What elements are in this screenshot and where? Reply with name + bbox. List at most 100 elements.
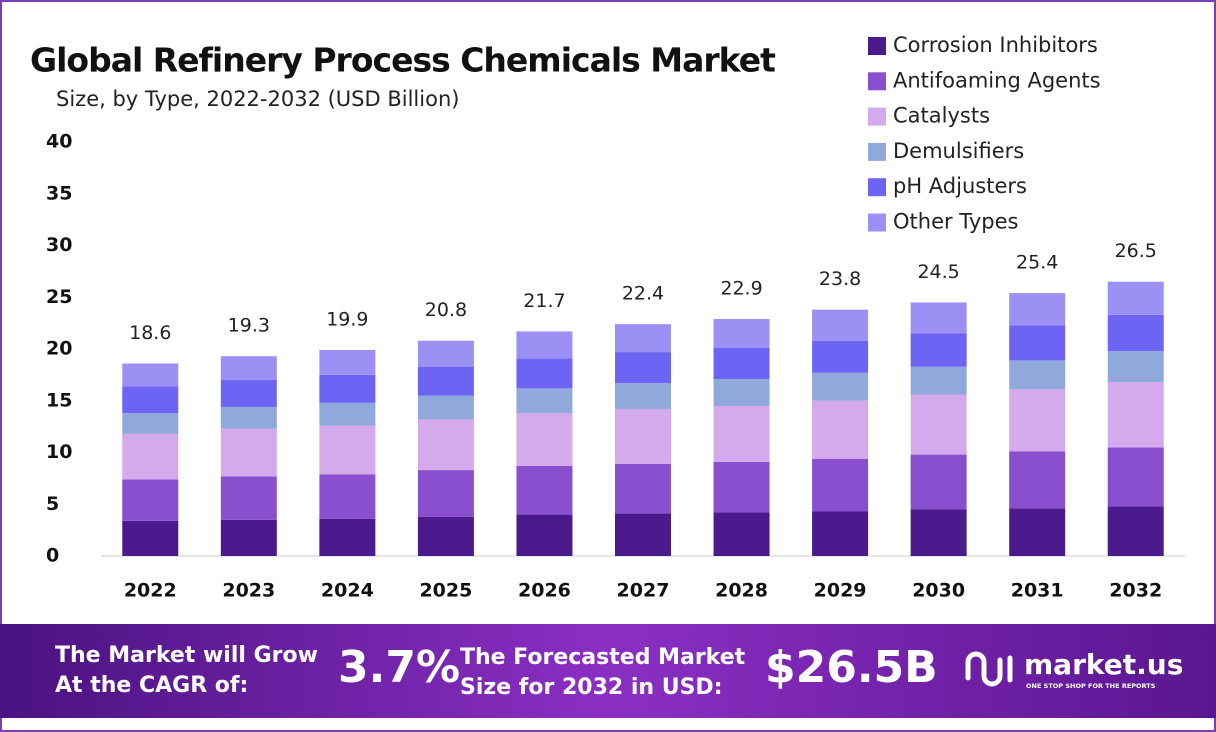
bar-segment [516,331,573,359]
forecast-text: The Forecasted Market [460,645,746,670]
bar-segment [122,363,179,387]
bar-segment [417,419,474,471]
legend-label: pH Adjusters [893,174,1027,198]
bar-segment [319,425,376,475]
x-tick-label: 2027 [617,580,670,602]
chart-subtitle: Size, by Type, 2022-2032 (USD Billion) [56,87,459,111]
y-tick-label: 25 [46,286,72,308]
bar-segment [1009,508,1066,556]
legend-label: Antifoaming Agents [893,68,1101,92]
bar-segment [319,518,376,556]
total-label: 19.3 [228,315,270,337]
bar-segment [910,302,967,334]
y-tick-label: 10 [46,441,72,463]
x-tick-label: 2023 [222,580,275,602]
bar-segment [220,428,277,477]
brand-logo [965,651,1013,687]
bar-segment [910,394,967,455]
bar-segment [220,406,277,429]
total-label: 22.4 [622,283,664,305]
bar-segment [1107,351,1164,383]
bar-segment [220,380,277,407]
legend-label: Other Types [893,210,1018,234]
bar-segment [615,463,671,514]
bar-segment [713,512,770,556]
bar-segment [319,474,376,519]
bar-segment [1009,293,1066,326]
bar-segment [319,374,376,403]
legend-label: Catalysts [893,104,990,128]
bar-segment [713,405,770,462]
x-tick-label: 2030 [912,580,965,602]
bar-segment [615,352,671,384]
x-tick-label: 2025 [419,580,472,602]
bar-segment [319,402,376,426]
bar-segment [122,413,179,434]
bar-segment [615,383,671,410]
x-tick-label: 2026 [518,580,571,602]
bar-segment [812,340,869,373]
bar-segment [812,309,869,341]
bar-segment [1107,447,1164,507]
bar-segment [713,461,770,513]
legend-swatch [868,142,886,161]
bar-segment [1009,451,1066,509]
total-label: 22.9 [720,277,762,299]
y-tick-label: 5 [46,493,59,515]
bar-segment [910,366,967,395]
x-tick-label: 2024 [321,580,374,602]
bar-segment [516,388,573,414]
brand-name: market.us [1024,648,1183,681]
bar-segment [319,350,376,375]
total-label: 20.8 [425,299,467,321]
bar-segment [122,479,179,521]
bar-segment [615,324,671,353]
cagr-text: The Market will Grow [55,643,318,668]
bar-segment [417,340,474,367]
bar-segment [516,514,573,556]
bar-segment [713,379,770,406]
x-tick-label: 2032 [1109,580,1162,602]
bar-segment [516,465,573,515]
x-tick-label: 2029 [814,580,867,602]
x-tick-label: 2022 [124,580,177,602]
bar-segment [220,519,277,556]
bar-segment [713,318,770,348]
total-label: 21.7 [523,290,565,312]
bar-segment [713,347,770,380]
bar-segment [417,366,474,396]
bar-segment [812,372,869,401]
total-label: 23.8 [819,268,861,290]
y-tick-label: 35 [46,182,72,204]
forecast-text: Size for 2032 in USD: [460,675,723,700]
y-tick-label: 15 [46,389,72,411]
bar-segment [1009,360,1066,390]
y-tick-label: 40 [46,131,72,153]
x-tick-label: 2028 [715,580,768,602]
cagr-text: At the CAGR of: [55,673,248,698]
bar-segment [220,476,277,520]
brand-tagline: ONE STOP SHOP FOR THE REPORTS [1026,682,1156,690]
legend-swatch [868,72,886,91]
y-tick-label: 30 [46,234,72,256]
legend-swatch [868,107,886,126]
logo-mark [965,651,1003,687]
bar-segment [417,395,474,420]
bar-segment [417,470,474,517]
forecast-value: $26.5B [765,642,938,693]
bar-segment [220,356,277,381]
bar-segment [1107,314,1164,352]
bar-segment [1107,281,1164,315]
bar-segment [615,513,671,556]
bar-segment [1107,506,1164,556]
bar-segment [812,400,869,459]
bar-segment [812,458,869,512]
bar-segment [910,454,967,510]
y-tick-label: 20 [46,338,72,360]
total-label: 24.5 [917,261,959,283]
bar-segment [615,409,671,464]
bar-segment [516,358,573,389]
x-tick-label: 2031 [1011,580,1064,602]
legend-swatch [868,37,886,55]
